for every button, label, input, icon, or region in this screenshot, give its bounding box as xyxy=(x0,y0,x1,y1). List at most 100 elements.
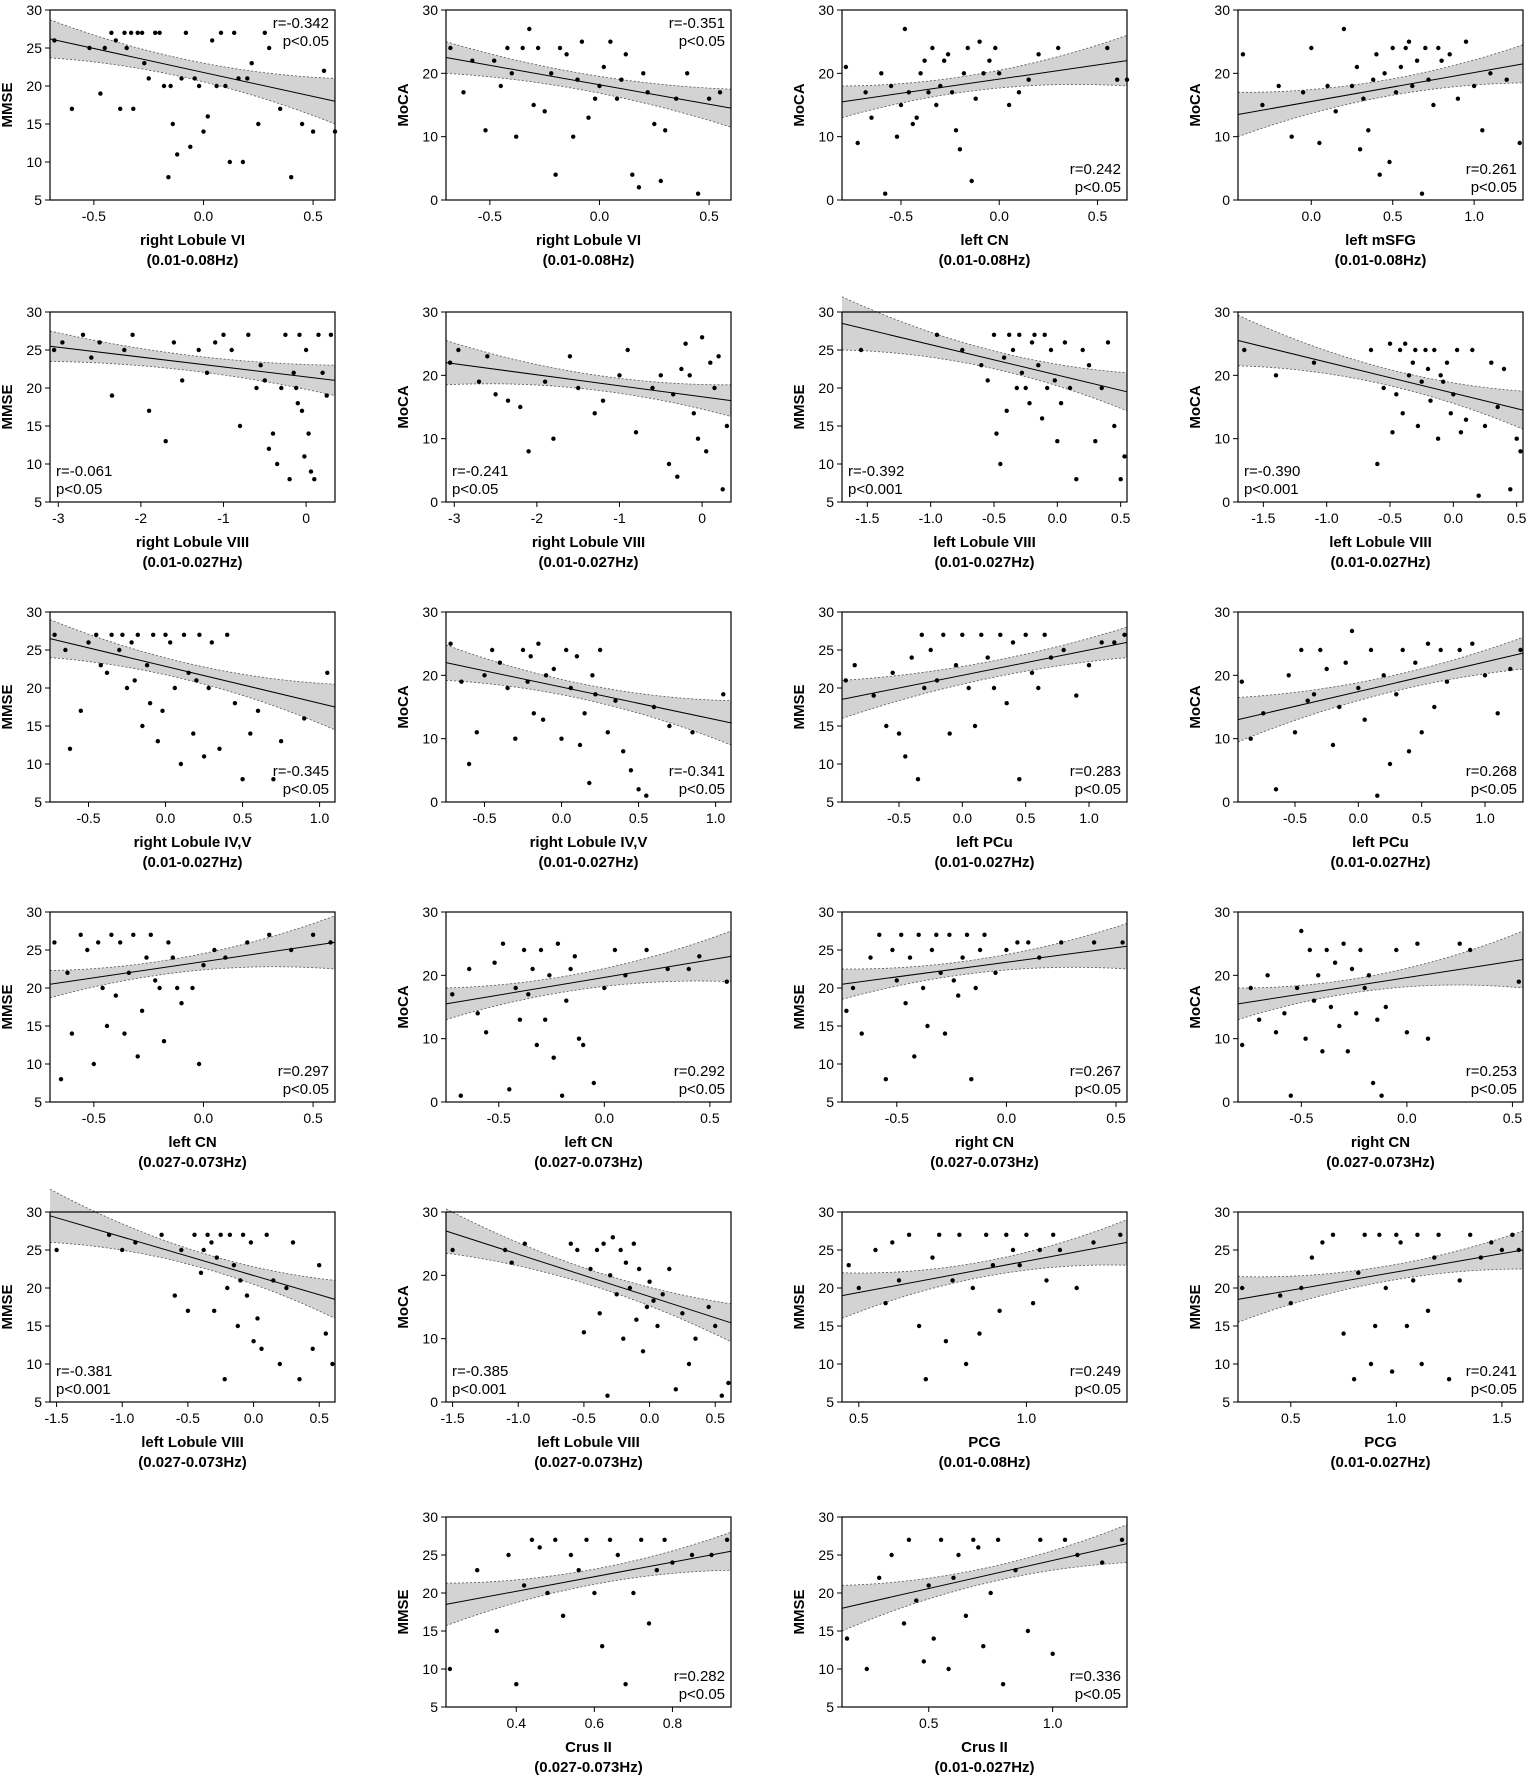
data-point xyxy=(1023,385,1028,391)
data-point xyxy=(1050,1651,1055,1657)
x-axis-label: right Lobule IV,V xyxy=(530,834,648,851)
data-point xyxy=(929,947,935,953)
y-axis-label: MMSE xyxy=(395,1590,412,1635)
y-axis-label: MMSE xyxy=(0,385,16,430)
data-point xyxy=(1038,1537,1043,1543)
data-point xyxy=(704,449,709,454)
y-tick-label: 20 xyxy=(1214,65,1230,81)
x-tick-label: 0.5 xyxy=(1088,208,1108,224)
data-point xyxy=(608,1273,613,1278)
data-point xyxy=(934,932,939,937)
confidence-band xyxy=(1238,1231,1523,1323)
frequency-band-label: (0.027-0.073Hz) xyxy=(534,1154,642,1171)
data-point xyxy=(1093,439,1098,444)
data-point xyxy=(871,693,876,698)
data-point xyxy=(1516,979,1522,984)
x-axis-label: left Lobule VIII xyxy=(537,1434,640,1451)
data-point xyxy=(654,1568,659,1573)
data-point xyxy=(163,632,168,637)
data-point xyxy=(1029,670,1035,675)
data-point xyxy=(531,102,536,108)
data-point xyxy=(251,1339,256,1344)
data-point xyxy=(246,332,251,337)
data-point xyxy=(1389,1369,1395,1374)
data-point xyxy=(448,641,453,646)
y-tick-label: 10 xyxy=(26,1356,42,1372)
data-point xyxy=(132,678,137,683)
scatter-panel-22: 5 10 15 20 25 30 0.5 1.0 MMSE Crus II (0.01-0.027H… xyxy=(791,1509,1128,1776)
x-tick-label: 0.5 xyxy=(700,1110,720,1126)
data-point xyxy=(122,30,127,35)
data-point xyxy=(610,1235,615,1240)
data-point xyxy=(1411,1278,1416,1283)
data-point xyxy=(623,1260,629,1265)
data-point xyxy=(918,71,923,76)
frequency-band-label: (0.01-0.08Hz) xyxy=(147,252,239,269)
data-point xyxy=(122,347,127,353)
y-axis-label: MoCA xyxy=(1187,685,1204,728)
x-tick-label: -1 xyxy=(613,510,626,526)
data-point xyxy=(1029,340,1035,345)
confidence-band xyxy=(842,35,1127,118)
data-point xyxy=(941,632,946,637)
y-tick-label: 5 xyxy=(826,494,834,510)
data-point xyxy=(1027,401,1032,406)
p-value-label: p<0.05 xyxy=(1075,781,1121,798)
data-point xyxy=(249,61,254,66)
frequency-band-label: (0.01-0.027Hz) xyxy=(934,854,1034,871)
data-point xyxy=(459,679,464,684)
data-point xyxy=(1288,1093,1294,1098)
data-point xyxy=(505,45,510,51)
data-point xyxy=(906,1537,912,1543)
data-point xyxy=(907,955,913,960)
data-point xyxy=(1067,385,1073,391)
y-tick-label: 30 xyxy=(422,1204,438,1220)
data-point xyxy=(69,106,75,112)
y-tick-label: 20 xyxy=(818,1280,834,1296)
data-point xyxy=(1413,660,1418,665)
y-tick-label: 25 xyxy=(26,642,42,658)
x-tick-label: 0.6 xyxy=(585,1715,605,1731)
data-point xyxy=(104,670,110,675)
data-point xyxy=(102,45,108,51)
data-point xyxy=(1333,109,1338,114)
y-axis-label: MoCA xyxy=(1187,985,1204,1028)
data-point xyxy=(1349,83,1355,89)
x-axis-label: left CN xyxy=(564,1134,612,1151)
x-axis-label: left CN xyxy=(960,232,1008,249)
data-point xyxy=(500,941,506,946)
data-point xyxy=(844,1636,850,1641)
data-point xyxy=(555,941,561,946)
y-axis-label: MMSE xyxy=(0,1285,16,1330)
y-tick-label: 20 xyxy=(26,380,42,396)
data-point xyxy=(186,670,191,675)
data-point xyxy=(255,708,261,713)
scatter-panel-14: 0 10 20 30 -0.5 0.0 0.5 MoCA left CN (0.027-0.073… xyxy=(395,904,732,1171)
data-point xyxy=(1374,52,1379,57)
y-tick-label: 30 xyxy=(26,604,42,620)
p-value-label: p<0.05 xyxy=(283,1081,329,1098)
data-point xyxy=(1432,704,1437,710)
plot-frame xyxy=(49,911,336,1103)
data-point xyxy=(1403,45,1408,51)
data-point xyxy=(118,106,123,112)
data-point xyxy=(98,663,104,668)
x-tick-label: 1.0 xyxy=(1464,208,1484,224)
y-tick-label: 0 xyxy=(430,794,438,810)
data-point xyxy=(943,1339,949,1344)
data-point xyxy=(547,973,552,978)
y-tick-label: 10 xyxy=(422,129,438,145)
data-point xyxy=(979,632,984,637)
data-point xyxy=(930,1255,935,1260)
confidence-band xyxy=(1238,637,1523,742)
ci-lower-line xyxy=(49,657,336,731)
data-point xyxy=(1080,347,1085,353)
y-tick-label: 30 xyxy=(1214,904,1230,920)
y-tick-label: 15 xyxy=(1214,1318,1230,1334)
frequency-band-label: (0.01-0.08Hz) xyxy=(1335,252,1427,269)
x-axis-label: left Lobule VIII xyxy=(933,534,1036,551)
data-point xyxy=(564,647,569,653)
x-tick-label: 0.0 xyxy=(244,1410,264,1426)
x-axis-label: left PCu xyxy=(956,834,1013,851)
data-point xyxy=(1358,947,1363,953)
